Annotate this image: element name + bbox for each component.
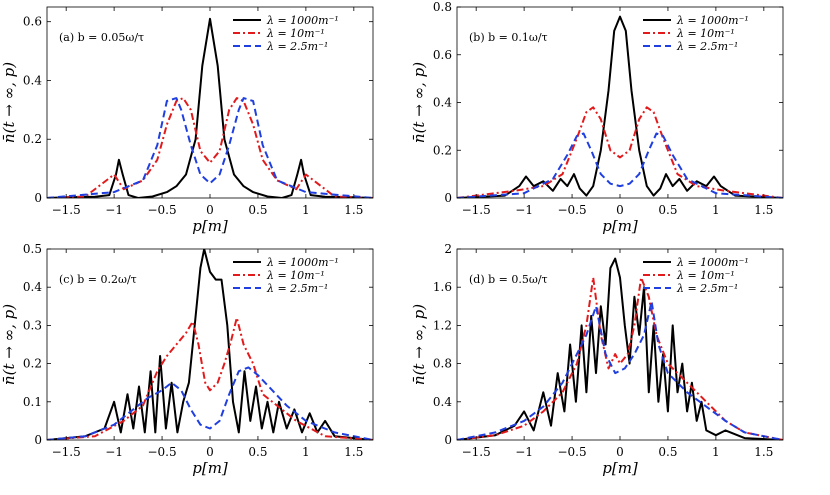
legend-label-2: λ = 2.5m⁻¹ (676, 40, 738, 53)
chart-panel-d: −1.5 −1 −0.5 0 0.5 1 1.5 0 0.4 0.8 1.2 1.6 2 p[m] n̄(t… (410, 242, 784, 477)
legend-label-1: λ = 10m⁻¹ (266, 27, 325, 40)
chart-panel-b: −1.5 −1 −0.5 0 0.5 1 1.5 0 0.2 0.4 0.6 0.8 p[m] n̄(t … (410, 0, 784, 235)
y-tick-label: 0.8 (433, 0, 452, 14)
x-tick-label: −1.5 (52, 445, 81, 459)
x-axis-label: p[m] (602, 217, 638, 235)
y-tick-label: 0.2 (23, 132, 42, 146)
x-tick-label: 0 (206, 445, 214, 459)
series-line-2 (47, 97, 373, 198)
x-tick-label: 0.5 (248, 203, 267, 217)
panel-annotation: (a) b = 0.05ω/τ (59, 31, 144, 44)
x-tick-label: −1.5 (462, 445, 491, 459)
y-tick-label: 0.4 (23, 280, 42, 294)
x-tick-label: 0.5 (248, 445, 267, 459)
x-tick-label: −1.5 (462, 203, 491, 217)
series-line-2 (457, 300, 783, 440)
y-tick-label: 0 (444, 433, 452, 447)
y-axis-label: n̄(t → ∞, p) (0, 304, 18, 385)
x-tick-label: 0.5 (658, 203, 677, 217)
x-tick-label: 1.5 (344, 203, 363, 217)
x-tick-label: 0.5 (658, 445, 677, 459)
y-tick-label: 0.8 (433, 357, 452, 371)
series-line-2 (47, 366, 373, 440)
y-axis-label: n̄(t → ∞, p) (410, 304, 428, 385)
series-line-1 (47, 316, 373, 440)
y-tick-label: 1.2 (433, 318, 452, 332)
x-tick-label: −1 (105, 445, 123, 459)
chart-panel-c: −1.5 −1 −0.5 0 0.5 1 1.5 0 0.1 0.2 0.3 0.4 0.5 p[m] n̄… (0, 242, 374, 477)
panel-annotation: (c) b = 0.2ω/τ (59, 273, 137, 286)
legend-label-0: λ = 1000m⁻¹ (676, 14, 749, 27)
y-tick-label: 1.6 (433, 280, 452, 294)
x-tick-label: −0.5 (147, 445, 176, 459)
series-line-1 (457, 106, 783, 198)
series-line-0 (47, 17, 373, 198)
x-tick-label: −1.5 (52, 203, 81, 217)
x-tick-label: 1.5 (344, 445, 363, 459)
y-tick-label: 0 (34, 191, 42, 205)
y-tick-label: 0 (444, 191, 452, 205)
chart-panel-a: −1.5 −1 −0.5 0 0.5 1 1.5 0 0.2 0.4 0.6 p[m] n̄(t → ∞… (0, 6, 374, 235)
y-tick-label: 0.4 (433, 395, 452, 409)
legend-label-2: λ = 2.5m⁻¹ (676, 282, 738, 295)
y-tick-label: 0.2 (433, 143, 452, 157)
legend-label-2: λ = 2.5m⁻¹ (266, 282, 328, 295)
legend-label-0: λ = 1000m⁻¹ (266, 256, 339, 269)
x-tick-label: −0.5 (557, 445, 586, 459)
x-axis-label: p[m] (192, 217, 228, 235)
panel-annotation: (b) b = 0.1ω/τ (469, 31, 548, 44)
x-tick-label: 0 (206, 203, 214, 217)
legend-label-1: λ = 10m⁻¹ (676, 27, 735, 40)
x-tick-label: 1 (302, 445, 310, 459)
legend-label-1: λ = 10m⁻¹ (676, 269, 735, 282)
y-tick-label: 0.3 (23, 318, 42, 332)
x-tick-label: −0.5 (557, 203, 586, 217)
y-tick-label: 0.6 (23, 15, 42, 29)
x-axis-label: p[m] (602, 459, 638, 477)
legend-label-1: λ = 10m⁻¹ (266, 269, 325, 282)
x-tick-label: −0.5 (147, 203, 176, 217)
y-axis-label: n̄(t → ∞, p) (0, 62, 18, 143)
y-tick-label: 0.1 (23, 395, 42, 409)
x-tick-label: 1.5 (754, 445, 773, 459)
series-line-0 (47, 249, 373, 440)
y-tick-label: 2 (444, 242, 452, 256)
x-tick-label: 1 (712, 445, 720, 459)
x-axis-label: p[m] (192, 459, 228, 477)
y-tick-label: 0 (34, 433, 42, 447)
y-tick-label: 0.6 (433, 48, 452, 62)
x-tick-label: 1.5 (754, 203, 773, 217)
series-line-2 (457, 132, 783, 198)
y-tick-label: 0.5 (23, 242, 42, 256)
x-tick-label: −1 (515, 203, 533, 217)
y-tick-label: 0.4 (433, 96, 452, 110)
legend-label-2: λ = 2.5m⁻¹ (266, 40, 328, 53)
legend-label-0: λ = 1000m⁻¹ (676, 256, 749, 269)
y-tick-label: 0.2 (23, 357, 42, 371)
y-axis-label: n̄(t → ∞, p) (410, 62, 428, 143)
panel-annotation: (d) b = 0.5ω/τ (469, 273, 548, 286)
y-tick-label: 0.4 (23, 73, 42, 87)
legend-label-0: λ = 1000m⁻¹ (266, 14, 339, 27)
series-line-1 (457, 276, 783, 440)
x-tick-label: −1 (515, 445, 533, 459)
x-tick-label: 0 (616, 203, 624, 217)
series-line-1 (47, 97, 373, 198)
x-tick-label: 1 (712, 203, 720, 217)
x-tick-label: −1 (105, 203, 123, 217)
x-tick-label: 1 (302, 203, 310, 217)
x-tick-label: 0 (616, 445, 624, 459)
